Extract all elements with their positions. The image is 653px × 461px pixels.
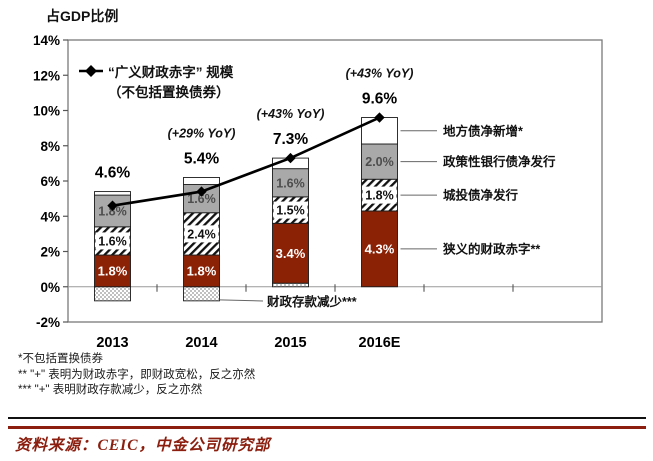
legend-label-line1: “广义财政赤字” 规模 <box>108 64 234 80</box>
legend-diamond-icon <box>85 65 97 77</box>
x-axis-category-label: 2015 <box>274 335 306 351</box>
segment-value-label: 1.6% <box>276 176 305 190</box>
segment-label-box <box>95 232 130 250</box>
segment-value-label: 1.6% <box>98 234 127 248</box>
yoy-growth-label: (+43% YoY) <box>257 107 325 121</box>
segment-annotation-label: 地方债净新增* <box>443 123 523 138</box>
deposit-callout-label: 财政存款减少*** <box>266 294 357 309</box>
segment-value-label: 4.3% <box>365 241 395 256</box>
local-bond-segment <box>183 177 220 185</box>
line-diamond-marker <box>107 200 118 211</box>
segment-annotation-label: 城投债净发行 <box>443 188 519 203</box>
line-point-label: 5.4% <box>184 150 220 167</box>
segment-value-label: 1.8% <box>98 204 127 218</box>
footnote-1: *不包括置换债券 <box>18 353 103 365</box>
y-axis-tick-label: 12% <box>33 68 60 83</box>
yoy-growth-label: (+29% YoY) <box>168 126 236 140</box>
line-point-label: 7.3% <box>273 131 309 148</box>
local-bond-segment <box>94 191 131 196</box>
fiscal-deposit-segment <box>183 286 220 302</box>
y-axis-tick-label: 0% <box>40 280 60 295</box>
policy-bank-bond-segment <box>361 143 398 180</box>
fiscal-deposit-segment <box>94 286 131 302</box>
segment-value-label: 1.8% <box>187 263 217 278</box>
segment-label-box <box>362 186 397 204</box>
plot-frame <box>67 39 603 323</box>
segment-label-box <box>273 201 308 219</box>
y-axis-tick-label: 10% <box>33 104 60 119</box>
footnotes-block: *不包括置换债券 ** "+" 表明为财政赤字，即财政宽松，反之亦然 *** "… <box>18 352 255 399</box>
y-axis-tick-label: 4% <box>40 209 60 224</box>
y-axis-tick-label: -2% <box>36 315 60 330</box>
y-axis-tick-label: 8% <box>40 139 60 154</box>
segment-value-label: 2.4% <box>187 227 216 241</box>
legend-label-line2: （不包括置换债券） <box>108 84 230 100</box>
divider-maroon <box>8 426 646 429</box>
source-attribution: 资料来源：CEIC，中金公司研究部 <box>15 437 271 454</box>
segment-value-label: 1.6% <box>187 192 216 206</box>
segment-value-label: 3.4% <box>276 246 306 261</box>
line-diamond-marker <box>374 112 385 123</box>
narrow-deficit-segment <box>361 210 398 288</box>
segment-value-label: 1.8% <box>365 189 394 203</box>
segment-value-label: 2.0% <box>365 155 394 169</box>
footnote-2: ** "+" 表明为财政赤字，即财政宽松，反之亦然 <box>18 368 256 381</box>
policy-bank-bond-segment <box>272 168 309 198</box>
fiscal-deposit-segment <box>272 282 309 288</box>
callout-leader-line <box>219 299 264 302</box>
y-axis-tick-label: 6% <box>40 174 60 189</box>
line-diamond-marker <box>196 186 207 197</box>
narrow-deficit-segment <box>272 222 309 284</box>
y-axis-tick-label: 14% <box>33 33 60 48</box>
line-point-label: 4.6% <box>95 165 131 182</box>
x-axis-category-label: 2016E <box>359 335 401 351</box>
segment-label-box <box>184 225 219 243</box>
x-axis-category-label: 2013 <box>96 335 128 351</box>
divider-black <box>8 417 646 419</box>
segment-annotation-label: 政策性银行债净发行 <box>443 154 556 169</box>
yoy-growth-label: (+43% YoY) <box>346 67 414 81</box>
segment-value-label: 1.5% <box>276 204 305 218</box>
segment-value-label: 1.8% <box>98 263 128 278</box>
segment-annotation-label: 狭义的财政赤字** <box>442 241 540 256</box>
chart-axis-title: 占GDP比例 <box>46 8 119 24</box>
y-axis-tick-label: 2% <box>40 245 60 260</box>
x-axis-category-label: 2014 <box>185 335 217 351</box>
footnote-3: *** "+" 表明财政存款减少，反之亦然 <box>18 384 203 396</box>
narrow-deficit-segment <box>94 254 131 288</box>
line-diamond-marker <box>285 152 296 164</box>
line-point-label: 9.6% <box>362 91 398 108</box>
broad-deficit-line <box>112 116 381 207</box>
